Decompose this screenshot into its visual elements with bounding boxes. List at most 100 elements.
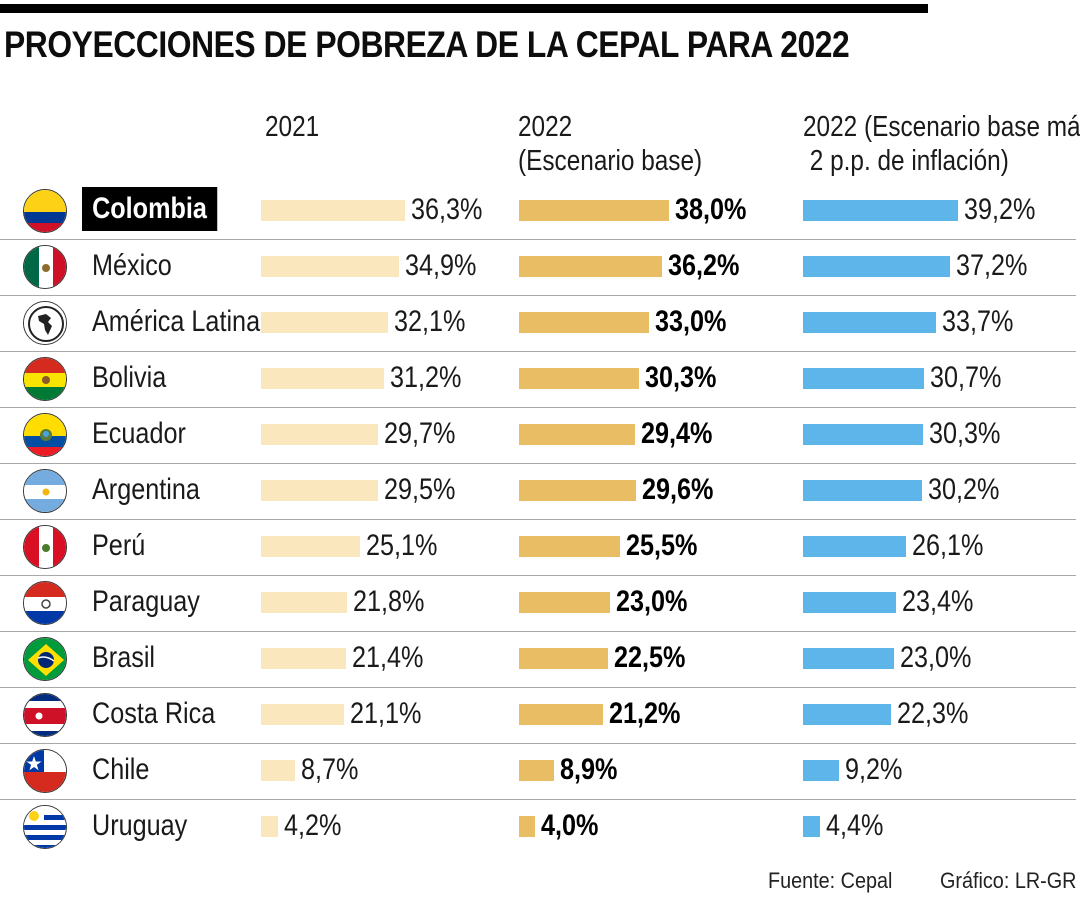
row-peru: Perú 25,1% 25,5% 26,1% (0, 521, 1080, 577)
column-header-2022-base: 2022 (Escenario base) (518, 111, 703, 177)
bar-america-latina-series-1 (519, 312, 649, 333)
value-label: 21,8% (353, 585, 425, 618)
value-label: 33,0% (655, 305, 727, 338)
bar-uruguay-series-1 (519, 816, 535, 837)
bar-peru-series-0 (261, 536, 360, 557)
value-label: 21,4% (352, 641, 424, 674)
bar-paraguay-series-2 (803, 592, 896, 613)
row-divider (0, 575, 1076, 576)
row-mexico: México 34,9% 36,2% 37,2% (0, 241, 1080, 297)
value-label: 29,6% (642, 473, 714, 506)
category-label: México (92, 249, 172, 282)
latin-america-icon (23, 301, 67, 345)
value-label: 34,9% (405, 249, 477, 282)
value-label: 8,9% (560, 753, 618, 786)
value-label: 4,4% (826, 809, 884, 842)
bar-paraguay-series-0 (261, 592, 347, 613)
top-rule (0, 4, 928, 13)
value-label: 31,2% (390, 361, 462, 394)
bar-ecuador-series-2 (803, 424, 923, 445)
bolivia-flag-icon (23, 357, 67, 401)
value-label: 36,2% (668, 249, 740, 282)
value-label: 30,7% (930, 361, 1002, 394)
value-label: 21,2% (609, 697, 681, 730)
bar-peru-series-2 (803, 536, 906, 557)
bar-ecuador-series-0 (261, 424, 378, 445)
value-label: 4,2% (284, 809, 342, 842)
value-label: 21,1% (350, 697, 422, 730)
value-label: 25,5% (626, 529, 698, 562)
category-label: Chile (92, 753, 150, 786)
argentina-flag-icon (23, 469, 67, 513)
value-label: 23,4% (902, 585, 974, 618)
row-america-latina: América Latina 32,1% 33,0% 33,7% (0, 297, 1080, 353)
chile-flag-icon (23, 749, 67, 793)
peru-flag-icon (23, 525, 67, 569)
row-costa-rica: Costa Rica 21,1% 21,2% 22,3% (0, 689, 1080, 745)
value-label: 8,7% (301, 753, 359, 786)
category-label: Ecuador (92, 417, 186, 450)
column-header-2022-inflation: 2022 (Escenario base más 2 p.p. de infla… (803, 111, 1080, 177)
bar-bolivia-series-2 (803, 368, 924, 389)
credit-note: Gráfico: LR-GR (940, 868, 1077, 893)
row-divider (0, 519, 1076, 520)
row-divider (0, 407, 1076, 408)
bar-argentina-series-1 (519, 480, 636, 501)
mexico-flag-icon (23, 245, 67, 289)
row-chile: Chile 8,7% 8,9% 9,2% (0, 745, 1080, 801)
value-label: 29,7% (384, 417, 456, 450)
bar-chile-series-1 (519, 760, 554, 781)
brazil-flag-icon (23, 637, 67, 681)
bar-chile-series-0 (261, 760, 295, 781)
bar-uruguay-series-0 (261, 816, 278, 837)
value-label: 29,5% (384, 473, 456, 506)
value-label: 30,3% (929, 417, 1001, 450)
value-label: 38,0% (675, 193, 747, 226)
value-label: 22,5% (614, 641, 686, 674)
value-label: 22,3% (897, 697, 969, 730)
category-label: Perú (92, 529, 146, 562)
value-label: 33,7% (942, 305, 1014, 338)
paraguay-flag-icon (23, 581, 67, 625)
row-argentina: Argentina 29,5% 29,6% 30,2% (0, 465, 1080, 521)
value-label: 23,0% (900, 641, 972, 674)
value-label: 9,2% (845, 753, 903, 786)
category-label: Paraguay (92, 585, 200, 618)
category-label: Colombia (82, 187, 217, 231)
value-label: 36,3% (411, 193, 483, 226)
bar-argentina-series-2 (803, 480, 922, 501)
chart-title: PROYECCIONES DE POBREZA DE LA CEPAL PARA… (4, 24, 850, 65)
row-divider (0, 295, 1076, 296)
value-label: 23,0% (616, 585, 688, 618)
bar-america-latina-series-2 (803, 312, 936, 333)
bar-america-latina-series-0 (261, 312, 388, 333)
row-divider (0, 743, 1076, 744)
category-label: América Latina (92, 305, 261, 338)
source-note: Fuente: Cepal (768, 868, 893, 893)
bar-ecuador-series-1 (519, 424, 635, 445)
bar-peru-series-1 (519, 536, 620, 557)
bar-uruguay-series-2 (803, 816, 820, 837)
bar-colombia-series-2 (803, 200, 958, 221)
uruguay-flag-icon (23, 805, 67, 849)
bar-costa-rica-series-1 (519, 704, 603, 725)
row-brasil: Brasil 21,4% 22,5% 23,0% (0, 633, 1080, 689)
row-bolivia: Bolivia 31,2% 30,3% 30,7% (0, 353, 1080, 409)
bar-bolivia-series-1 (519, 368, 639, 389)
value-label: 29,4% (641, 417, 713, 450)
row-ecuador: Ecuador 29,7% 29,4% 30,3% (0, 409, 1080, 465)
bar-colombia-series-0 (261, 200, 405, 221)
row-paraguay: Paraguay 21,8% 23,0% 23,4% (0, 577, 1080, 633)
value-label: 30,2% (928, 473, 1000, 506)
bar-brasil-series-0 (261, 648, 346, 669)
bar-mexico-series-1 (519, 256, 662, 277)
category-label: Argentina (92, 473, 200, 506)
row-uruguay: Uruguay 4,2% 4,0% 4,4% (0, 801, 1080, 857)
value-label: 32,1% (394, 305, 466, 338)
bar-costa-rica-series-2 (803, 704, 891, 725)
row-divider (0, 239, 1076, 240)
value-label: 25,1% (366, 529, 438, 562)
category-label: Costa Rica (92, 697, 216, 730)
bar-argentina-series-0 (261, 480, 378, 501)
bar-brasil-series-1 (519, 648, 608, 669)
